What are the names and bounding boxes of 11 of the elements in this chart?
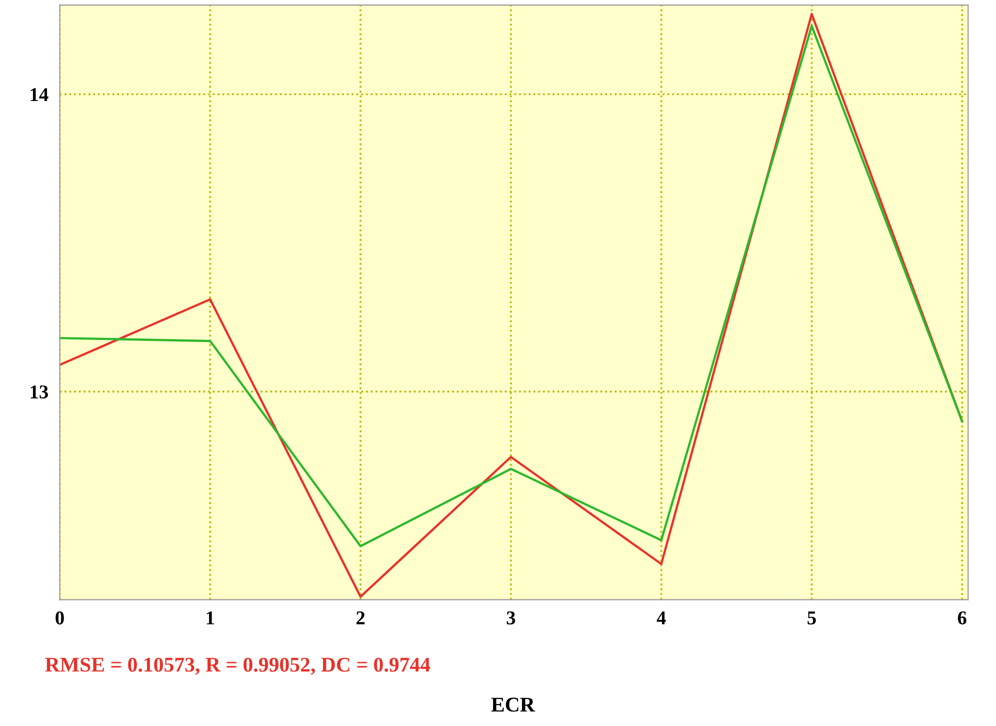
x-tick-label: 1 xyxy=(206,611,214,624)
y-tick-label: 13 xyxy=(30,385,48,399)
x-tick-label: 5 xyxy=(808,612,816,624)
text: RMSE = 0.10573, R = 0.99052, DC = 0.9744 xyxy=(45,658,430,675)
x-tick-label: 6 xyxy=(958,611,966,624)
x-tick-label: 0 xyxy=(56,611,64,624)
x-tick-label: 3 xyxy=(506,611,516,624)
y-tick-label: 14 xyxy=(30,88,48,102)
x-axis-title: ECR xyxy=(491,698,536,712)
x-tick-label: 2 xyxy=(356,611,365,624)
x-tick-label: 4 xyxy=(656,611,666,624)
